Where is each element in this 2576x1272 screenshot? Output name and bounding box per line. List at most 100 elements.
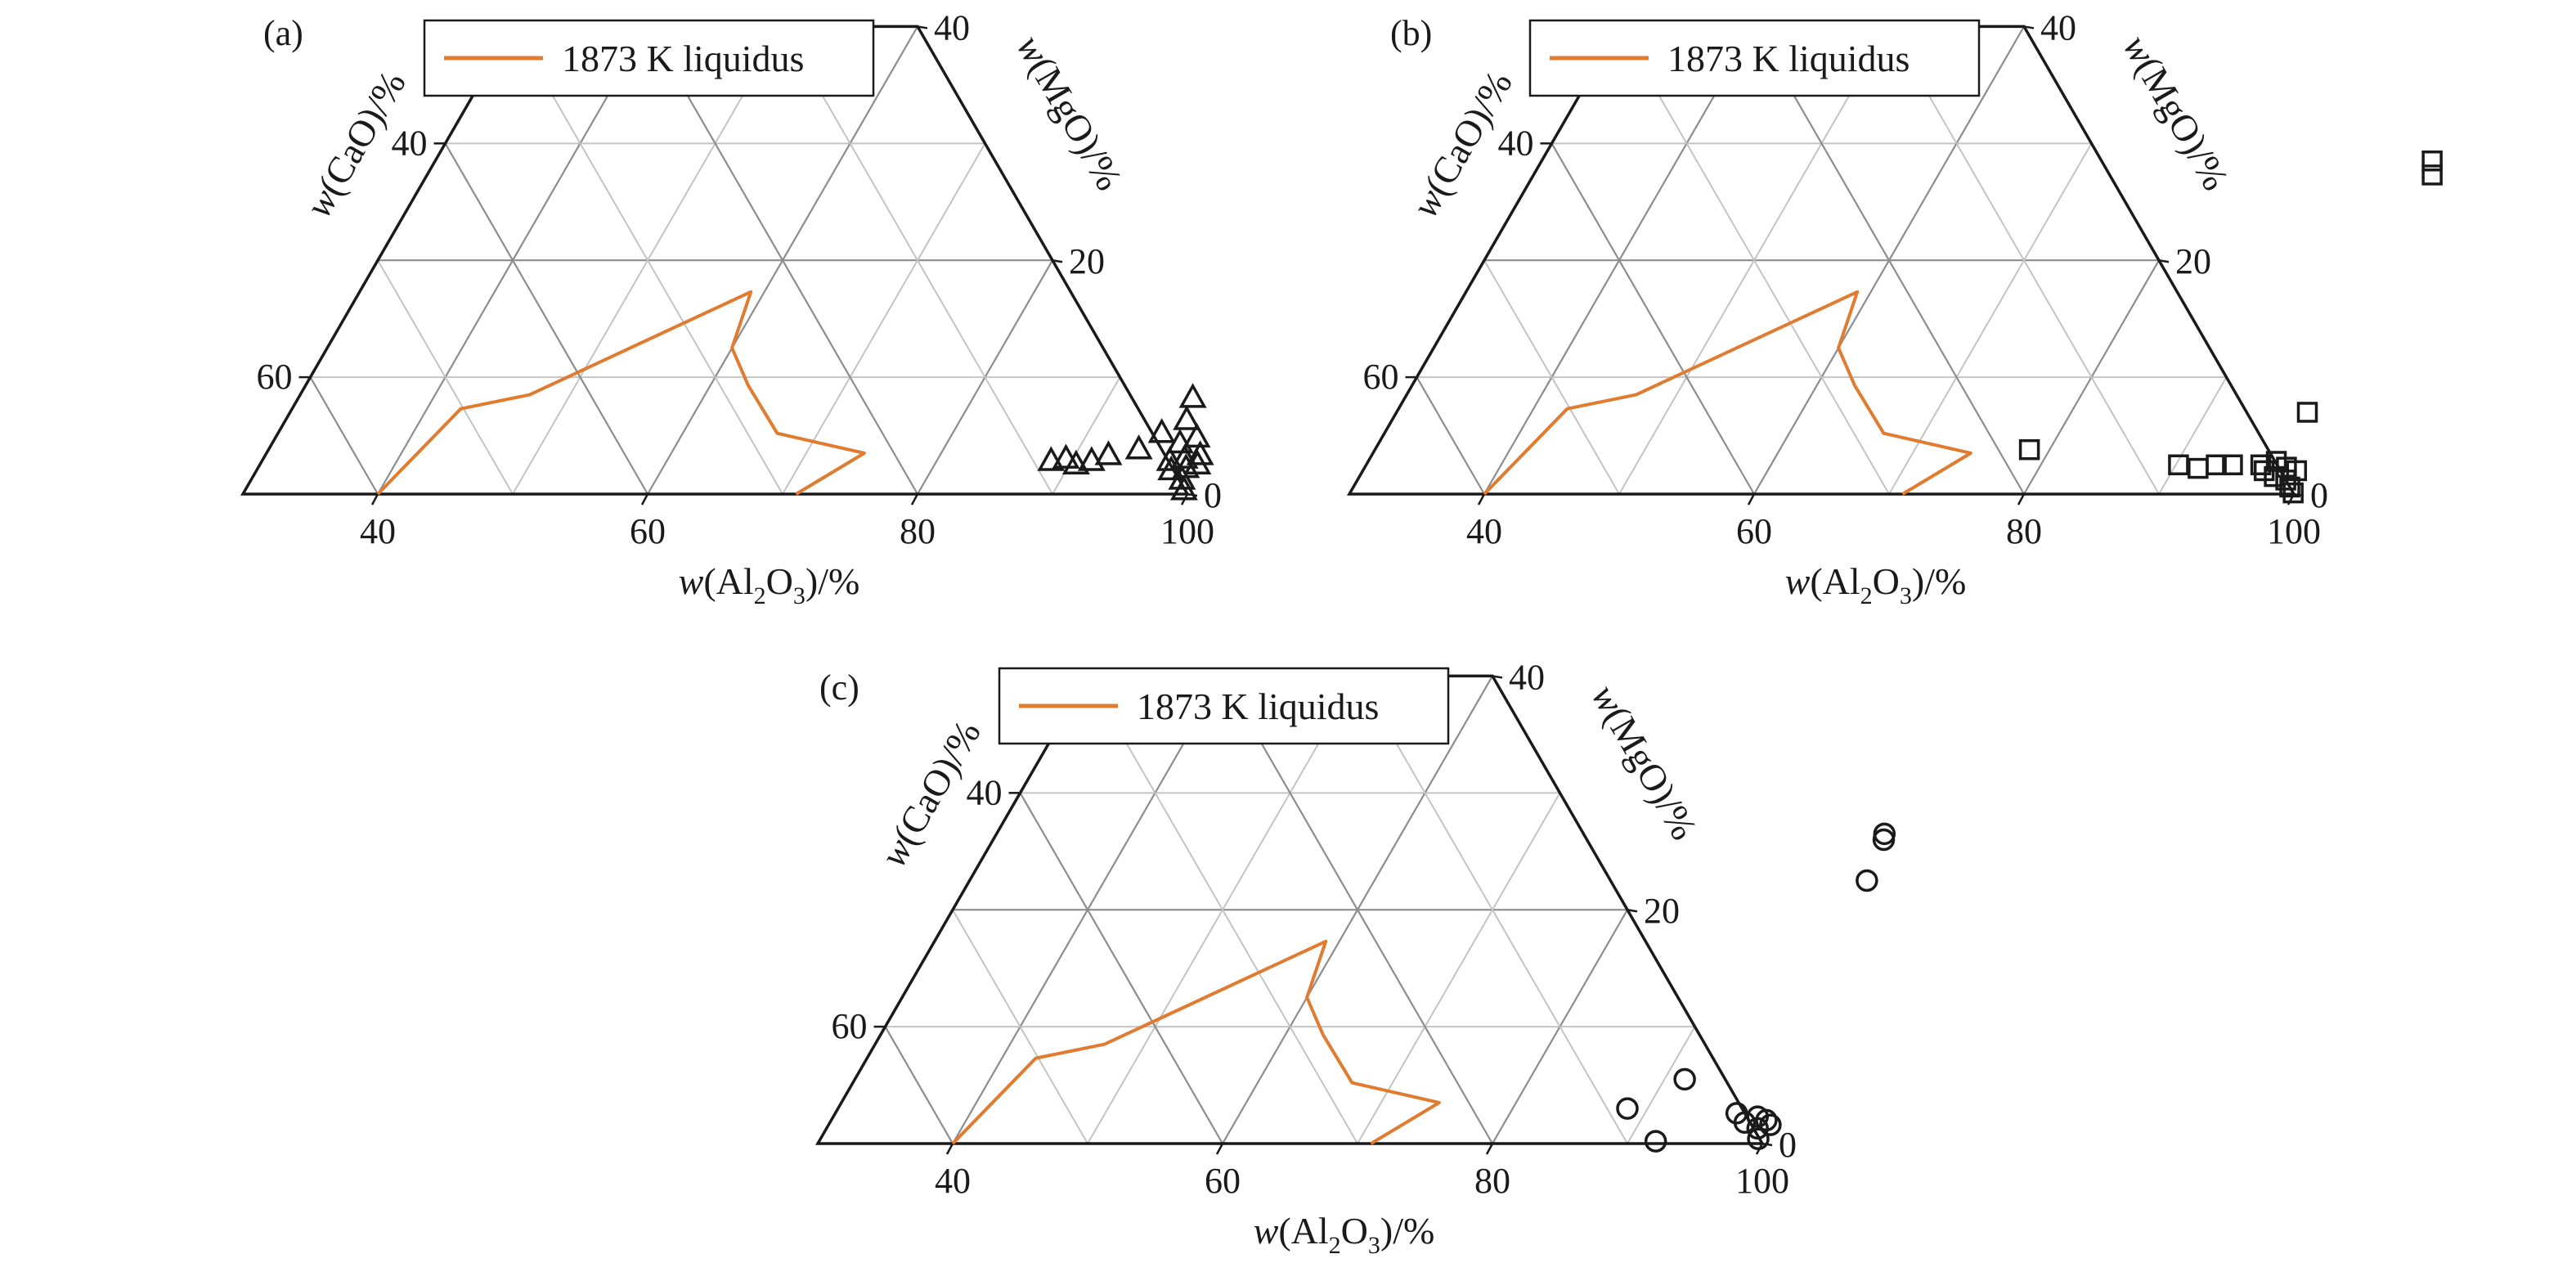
data-point-circle (1856, 869, 1878, 892)
grid (1416, 25, 2228, 495)
left-tick-label: 60 (832, 1006, 868, 1046)
data-point-circle (1759, 1113, 1782, 1136)
data-point-square (2168, 454, 2189, 476)
grid-line (1357, 792, 1561, 1144)
panel-label: (c) (819, 667, 859, 708)
data-point-circle (1747, 1127, 1770, 1151)
ternary-frame (1346, 25, 2297, 496)
data-point-triangle (1156, 446, 1184, 471)
right-tick-label: 20 (1644, 891, 1680, 931)
data-point-circle (1616, 1097, 1639, 1120)
data-point-triangle (1169, 475, 1198, 501)
legend-label: 1873 K liquidus (1137, 685, 1379, 727)
data-point-circle (1673, 1067, 1696, 1091)
grid-line (1618, 25, 1890, 495)
right-tick-label: 20 (1069, 241, 1105, 281)
right-axis-title: w(MgO)/% (1583, 677, 1705, 847)
bottom-tick (1477, 493, 1486, 506)
data-point-square (2296, 402, 2318, 423)
bottom-tick-label: 60 (1205, 1161, 1241, 1201)
data-points (2018, 151, 2443, 504)
grid-line (1627, 1026, 1696, 1144)
grid-line (1222, 675, 1493, 1144)
bottom-tick (945, 1143, 954, 1155)
right-tick (1492, 675, 1503, 679)
right-tick-label: 40 (2040, 7, 2076, 47)
right-tick-label: 40 (1509, 657, 1545, 697)
right-axis-title: w(MgO)/% (2115, 28, 2237, 197)
grid-line (1551, 142, 1755, 495)
grid-line (1888, 25, 2160, 495)
right-tick-label: 0 (1204, 475, 1222, 515)
grid (309, 25, 1121, 495)
data-point-triangle (1165, 428, 1194, 454)
data-point-triangle (1183, 449, 1212, 475)
data-point-circle (1755, 1108, 1778, 1132)
bottom-tick (1215, 1143, 1224, 1155)
legend: 1873 K liquidus (423, 19, 875, 97)
grid-line (952, 909, 1088, 1144)
grid-line (1087, 675, 1358, 1144)
panel-label: (b) (1390, 13, 1432, 53)
data-points (1037, 383, 1214, 501)
ternary-panel-2: 40 60 80 100406040200w(Al2O3)/%w(CaO)/%w(Mg… (815, 657, 1896, 1259)
data-point-triangle (1170, 443, 1199, 469)
left-tick-label: 40 (392, 123, 428, 163)
legend-label: 1873 K liquidus (562, 38, 804, 79)
data-point-triangle (1157, 455, 1186, 481)
data-point-triangle (1094, 440, 1123, 465)
legend: 1873 K liquidus (1528, 19, 1981, 97)
grid-line (884, 1026, 954, 1144)
data-point-triangle (1186, 440, 1214, 465)
grid-line (512, 25, 783, 495)
liquidus-curve (1483, 290, 1972, 496)
x-axis-title: w(Al2O3)/% (1785, 560, 1967, 609)
right-tick (2023, 25, 2035, 29)
bottom-tick-label: 100 (1160, 511, 1214, 551)
ternary-frame (815, 674, 1766, 1145)
data-point-square (2421, 151, 2443, 172)
bottom-tick (370, 493, 379, 506)
data-point-triangle (1061, 449, 1090, 475)
data-point-square (2206, 454, 2227, 476)
legend-label: 1873 K liquidus (1667, 38, 1910, 79)
right-tick-label: 0 (2310, 475, 2328, 515)
grid (884, 675, 1696, 1144)
grid-line (1753, 25, 2025, 495)
grid-line (1483, 259, 1620, 495)
bottom-tick (1747, 493, 1756, 506)
grid-line (444, 142, 648, 495)
liquidus-curve (951, 939, 1441, 1145)
data-point-triangle (1168, 465, 1196, 490)
left-tick-label: 60 (1363, 357, 1399, 397)
left-tick-label: 60 (257, 357, 293, 397)
data-point-square (2250, 454, 2272, 476)
data-point-triangle (1052, 443, 1080, 469)
grid-line (1416, 376, 1485, 495)
right-tick-label: 0 (1779, 1125, 1797, 1165)
data-point-square (2282, 482, 2304, 504)
data-points (1616, 822, 1896, 1153)
bottom-tick-label: 40 (1466, 511, 1502, 551)
ternary-panel-1: 40 60 80 100406040200w(Al2O3)/%w(CaO)/%w(Mg… (1346, 7, 2443, 609)
grid-line (1888, 142, 2093, 495)
right-tick (2158, 258, 2170, 263)
grid-line (309, 376, 379, 495)
right-tick (917, 25, 928, 29)
ternary-panel-0: 40 60 80 100406040200w(Al2O3)/%w(CaO)/%w(Mg… (240, 7, 1222, 609)
x-axis-title: w(Al2O3)/% (679, 560, 860, 609)
bottom-tick-label: 80 (900, 511, 936, 551)
left-tick-label: 40 (1498, 123, 1534, 163)
grid-line (377, 259, 514, 495)
data-point-circle (1733, 1111, 1757, 1135)
right-tick-label: 20 (2175, 241, 2211, 281)
data-point-triangle (1124, 434, 1153, 460)
bottom-tick (910, 493, 919, 506)
right-tick-label: 40 (934, 7, 970, 47)
panel-label: (a) (263, 13, 303, 53)
legend: 1873 K liquidus (998, 667, 1450, 745)
data-point-square (2018, 438, 2040, 461)
data-point-triangle (1077, 446, 1106, 471)
bottom-tick-label: 60 (1736, 511, 1772, 551)
bottom-tick-label: 100 (1735, 1161, 1789, 1201)
